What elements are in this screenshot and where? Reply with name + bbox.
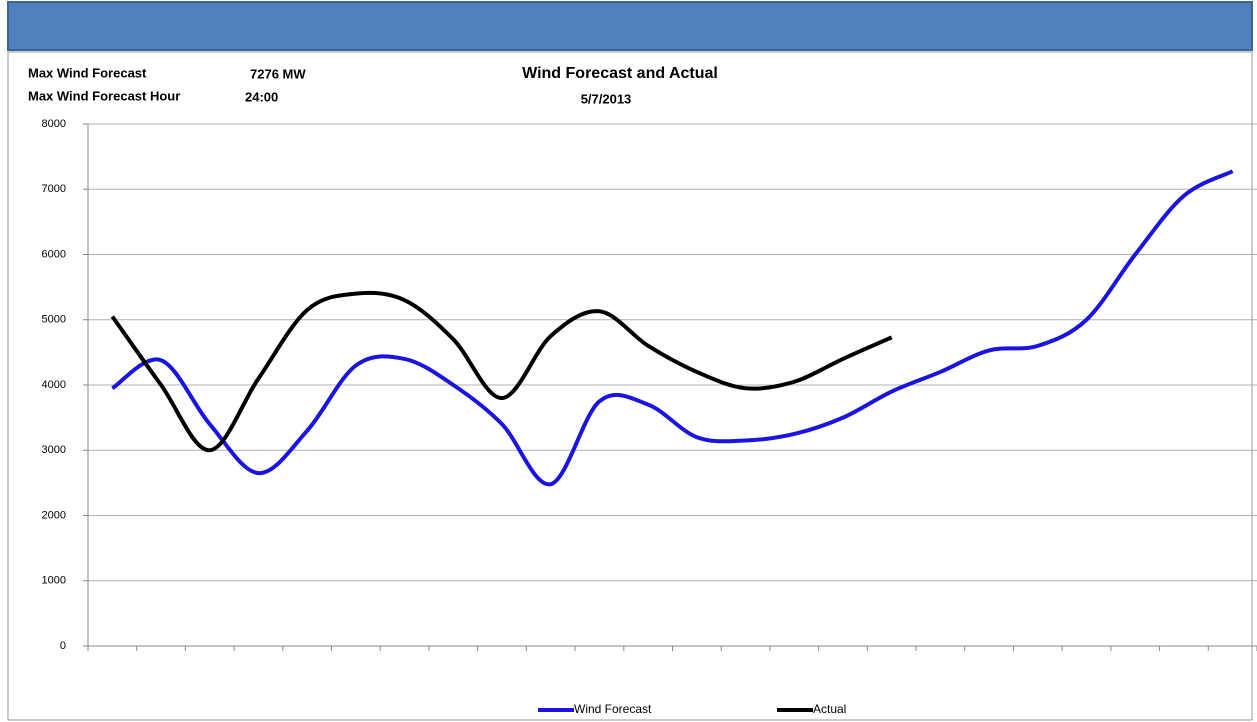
y-tick-label: 1000 <box>42 575 66 587</box>
y-tick-label: 0 <box>60 640 66 652</box>
series-line <box>110 290 893 453</box>
header-value: 7276 MW <box>250 66 306 81</box>
series-line <box>111 169 1234 487</box>
y-tick-label: 7000 <box>42 183 66 195</box>
legend-label: Actual <box>813 702 846 716</box>
y-tick-label: 5000 <box>42 314 66 326</box>
chart-title: Wind Forecast and Actual <box>522 65 718 82</box>
y-tick-label: 2000 <box>42 509 66 521</box>
y-tick-label: 6000 <box>42 248 66 260</box>
top-bar <box>7 1 1253 51</box>
legend-label: Wind Forecast <box>574 702 652 716</box>
header-label: Max Wind Forecast <box>28 65 147 80</box>
y-tick-label: 8000 <box>42 118 66 130</box>
header-value: 24:00 <box>245 89 278 104</box>
y-tick-label: 3000 <box>42 444 66 456</box>
chart-subtitle: 5/7/2013 <box>581 91 632 106</box>
y-tick-label: 4000 <box>42 379 66 391</box>
header-label: Max Wind Forecast Hour <box>28 88 180 103</box>
panel-border <box>7 51 1253 721</box>
